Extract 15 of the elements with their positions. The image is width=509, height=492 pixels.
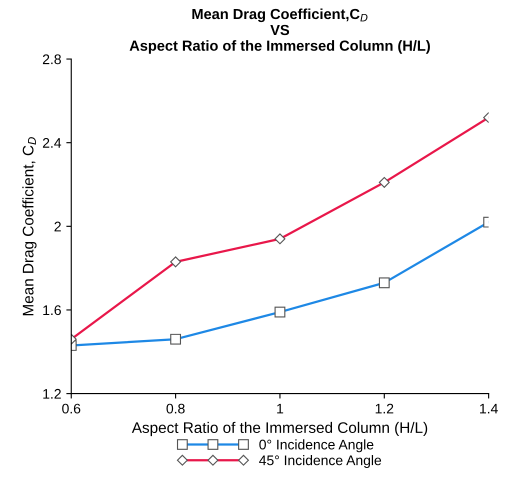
y-tick-label: 2.8 [42,54,61,64]
x-axis-title: Aspect Ratio of the Immersed Column (H/L) [132,422,428,436]
y-axis-title: Mean Drag Coefficient, C$_{D}$ [22,137,37,316]
y-tick-label: 2 [54,222,61,232]
x-tick-label: 1.2 [376,404,394,414]
legend-label: 0° Incidence Angle [259,439,374,452]
chart-title: Mean Drag Coefficient,C$_{D}$ VS Aspect Ratio of the Immersed Column (H/L) [130,8,430,54]
y-tick-label: 1.6 [43,305,61,316]
y-tick-label: 2.4 [42,138,62,148]
x-tick-label: 1 [277,404,284,414]
x-tick-label: 1.4 [480,404,498,414]
legend-label: 45° Incidence Angle [259,455,382,468]
y-tick-label: 1.2 [43,388,61,399]
x-tick-label: 0.6 [62,404,80,414]
x-tick-label: 0.8 [166,404,185,414]
